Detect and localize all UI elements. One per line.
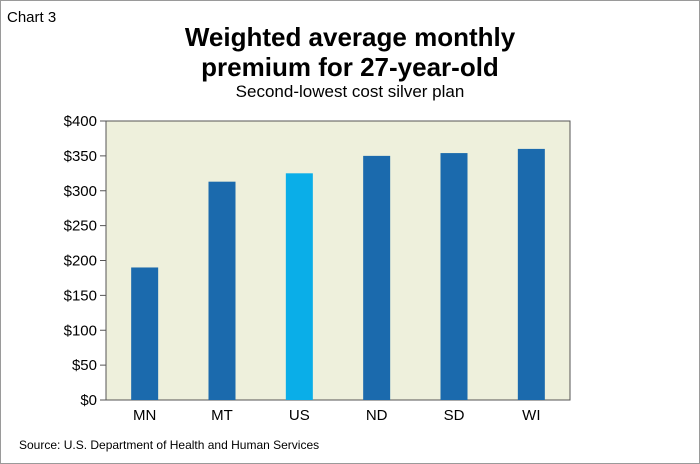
chart-number-label: Chart 3 (7, 9, 57, 26)
chart-subtitle: Second-lowest cost silver plan (235, 82, 465, 101)
x-tick-label: MT (211, 407, 233, 424)
bar-nd (363, 155, 391, 400)
y-tick-label: $250 (64, 218, 97, 235)
y-tick-label: $300 (64, 183, 97, 200)
bar-wi (517, 148, 545, 400)
bar-mn (131, 267, 159, 400)
x-tick-label: ND (366, 407, 388, 424)
y-tick-label: $150 (64, 287, 97, 304)
bar-sd (440, 153, 468, 400)
y-tick-label: $400 (64, 113, 97, 130)
x-tick-label: SD (444, 407, 465, 424)
source-note: Source: U.S. Department of Health and Hu… (19, 438, 320, 452)
bar-us (285, 173, 313, 400)
x-tick-label: US (289, 407, 310, 424)
y-tick-label: $100 (64, 322, 97, 339)
y-tick-label: $200 (64, 253, 97, 270)
x-tick-label: WI (522, 407, 540, 424)
chart-title-line-2: premium for 27-year-old (201, 52, 499, 82)
y-tick-label: $350 (64, 148, 97, 165)
y-tick-label: $0 (80, 392, 97, 409)
bar-mt (208, 181, 236, 400)
chart-title-line-1: Weighted average monthly (184, 22, 516, 52)
y-tick-label: $50 (72, 357, 97, 374)
plot-area (105, 120, 571, 401)
x-tick-label: MN (133, 407, 156, 424)
